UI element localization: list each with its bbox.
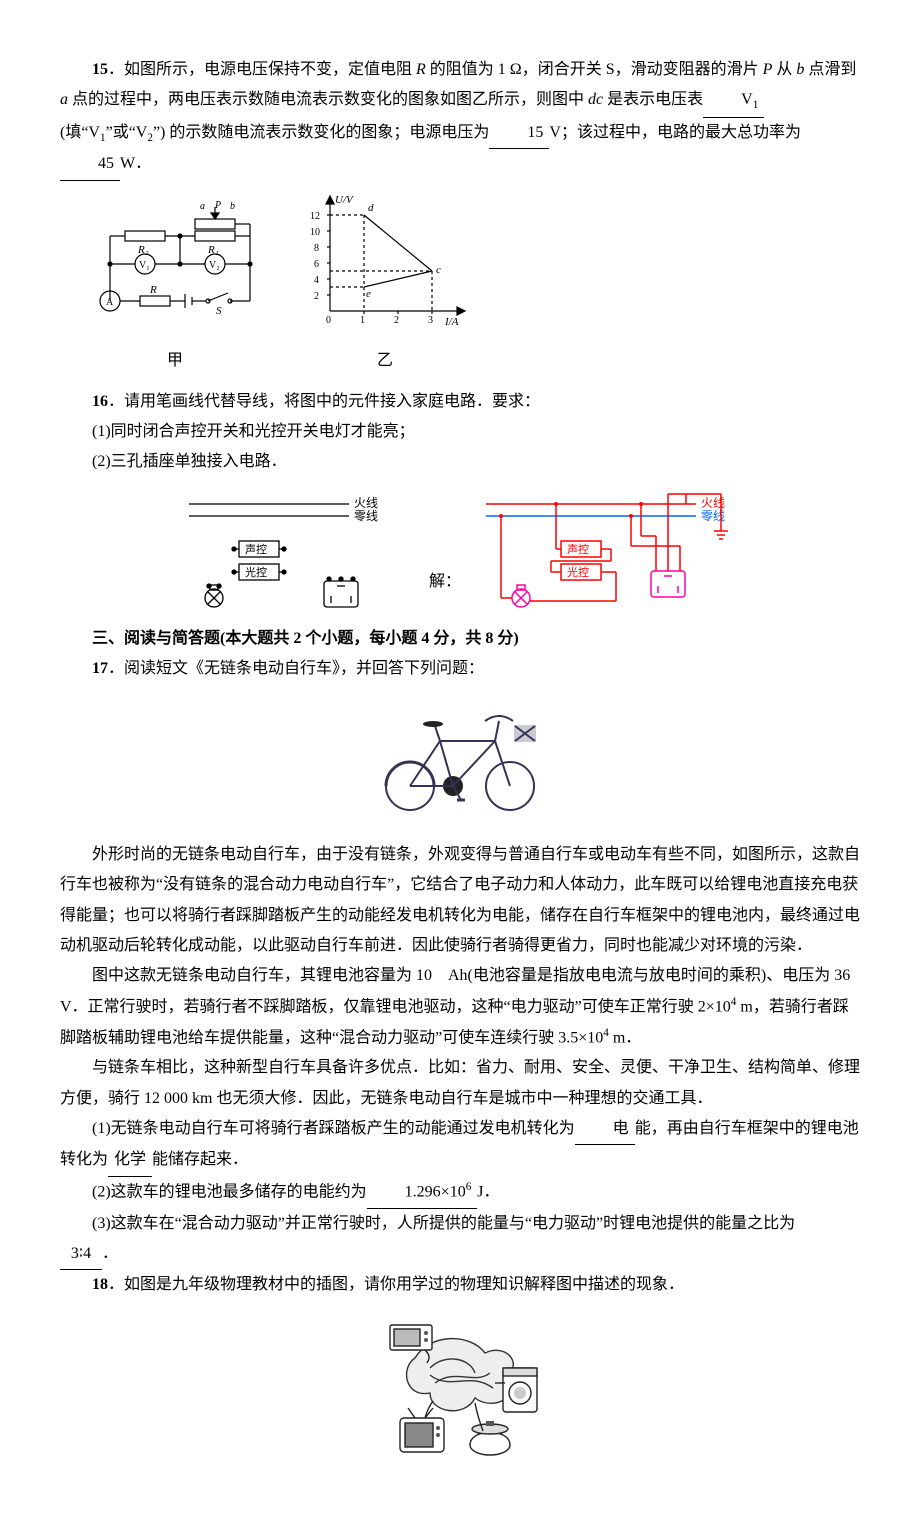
q18-text: 18．如图是九年级物理教材中的插图，请你用学过的物理知识解释图中描述的现象．	[60, 1270, 860, 1300]
q17-sub1-line2: 转化为化学能储存起来．	[60, 1145, 860, 1176]
svg-text:3: 3	[428, 315, 433, 326]
svg-text:1: 1	[360, 315, 365, 326]
appliances-svg	[375, 1313, 545, 1463]
svg-text:R: R	[149, 284, 157, 296]
svg-text:0: 0	[326, 315, 331, 326]
svg-text:S: S	[216, 305, 222, 317]
svg-text:A: A	[106, 297, 114, 308]
q15-blank2: 15	[489, 118, 549, 149]
svg-text:c: c	[436, 264, 441, 276]
svg-text:光控: 光控	[567, 565, 589, 579]
svg-text:d: d	[368, 202, 374, 214]
q17-number: 17	[92, 660, 108, 677]
q17-p1: 外形时尚的无链条电动自行车，由于没有链条，外观变得与普通自行车或电动车有些不同，…	[60, 840, 860, 962]
q17-sub2: (2)这款车的锂电池最多储存的电能约为1.296×106J．	[60, 1177, 860, 1209]
q17-p3: 与链条车相比，这种新型自行车具备许多优点．比如：省力、耐用、安全、灵便、干净卫生…	[60, 1053, 860, 1114]
graph-svg: U/V I/A 2 4 6 8 10 12 0 1 2 3	[300, 191, 470, 331]
q17-blank4: 3∶4	[60, 1239, 102, 1270]
q17-blank2: 化学	[108, 1145, 152, 1176]
svg-text:12: 12	[310, 211, 320, 222]
q17-sub1: (1)无链条电动自行车可将骑行者踩踏板产生的动能通过发电机转化为电能，再由自行车…	[60, 1114, 860, 1145]
q16-number: 16	[92, 393, 108, 410]
svg-text:8: 8	[314, 243, 319, 254]
svg-text:P: P	[214, 201, 221, 211]
q17-head: 17．阅读短文《无链条电动自行车》，并回答下列问题：	[60, 654, 860, 684]
circuit-svg: a P b R₂ R₁ V₁ V₂	[90, 201, 260, 331]
svg-text:火线: 火线	[354, 496, 378, 510]
q17-sub3: (3)这款车在“混合动力驱动”并正常行驶时，人所提供的能量与“电力驱动”时锂电池…	[60, 1209, 860, 1239]
q15-graph-caption: 乙	[300, 346, 470, 376]
q15-blank3: 45	[60, 149, 120, 180]
q16-req1: (1)同时闭合声控开关和光控开关电灯才能亮；	[60, 417, 860, 447]
q16-figures: 火线 零线 声控 光控 解：	[60, 486, 860, 616]
svg-text:V₁: V₁	[139, 260, 150, 271]
q16-right-svg: 火线 零线 声控 光控	[481, 486, 741, 616]
q17-bicycle	[60, 696, 860, 827]
svg-text:零线: 零线	[354, 509, 378, 523]
svg-text:U/V: U/V	[335, 194, 354, 206]
svg-text:光控: 光控	[245, 565, 267, 579]
q15-number: 15	[92, 61, 108, 78]
q15-circuit: a P b R₂ R₁ V₁ V₂	[90, 201, 260, 377]
q18-number: 18	[92, 1276, 108, 1293]
q17-blank3: 1.296×106	[367, 1177, 478, 1209]
svg-text:a: a	[200, 201, 205, 212]
svg-text:b: b	[230, 201, 235, 212]
section3-head: 三、阅读与简答题(本大题共 2 个小题，每小题 4 分，共 8 分)	[60, 624, 860, 654]
svg-text:V₂: V₂	[209, 260, 220, 271]
q18-figure	[60, 1313, 860, 1474]
q15-circuit-caption: 甲	[90, 346, 260, 376]
q16-solution-label: 解：	[429, 567, 461, 597]
svg-text:声控: 声控	[567, 542, 589, 556]
bicycle-svg	[365, 696, 555, 816]
svg-text:声控: 声控	[245, 542, 267, 556]
svg-text:4: 4	[314, 275, 319, 286]
q16-head: 16．请用笔画线代替导线，将图中的元件接入家庭电路．要求：	[60, 387, 860, 417]
q15-graph: U/V I/A 2 4 6 8 10 12 0 1 2 3	[300, 191, 470, 377]
q17-p2: 图中这款无链条电动自行车，其锂电池容量为 10 Ah(电池容量是指放电电流与放电…	[60, 961, 860, 1053]
q16-left-svg: 火线 零线 声控 光控	[179, 486, 409, 616]
svg-text:2: 2	[314, 291, 319, 302]
svg-text:10: 10	[310, 227, 320, 238]
q17-blank1: 电	[575, 1114, 635, 1145]
q15-blank1: V1	[703, 85, 764, 117]
q16-req2: (2)三孔插座单独接入电路．	[60, 447, 860, 477]
svg-text:2: 2	[394, 315, 399, 326]
svg-text:I/A: I/A	[444, 316, 459, 328]
q17-sub3-line2: 3∶4．	[60, 1239, 860, 1270]
q15-figures: a P b R₂ R₁ V₁ V₂	[90, 191, 860, 377]
svg-text:6: 6	[314, 259, 319, 270]
q15-text: 15．如图所示，电源电压保持不变，定值电阻 R 的阻值为 1 Ω，闭合开关 S，…	[60, 55, 860, 181]
svg-text:e: e	[366, 288, 371, 300]
